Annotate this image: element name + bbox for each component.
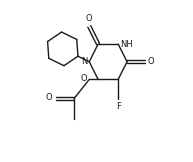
Text: NH: NH bbox=[121, 40, 133, 49]
Text: O: O bbox=[148, 57, 155, 66]
Text: O: O bbox=[81, 74, 87, 83]
Text: O: O bbox=[46, 93, 52, 102]
Text: O: O bbox=[86, 14, 93, 23]
Text: N: N bbox=[81, 57, 88, 66]
Text: F: F bbox=[116, 102, 121, 110]
